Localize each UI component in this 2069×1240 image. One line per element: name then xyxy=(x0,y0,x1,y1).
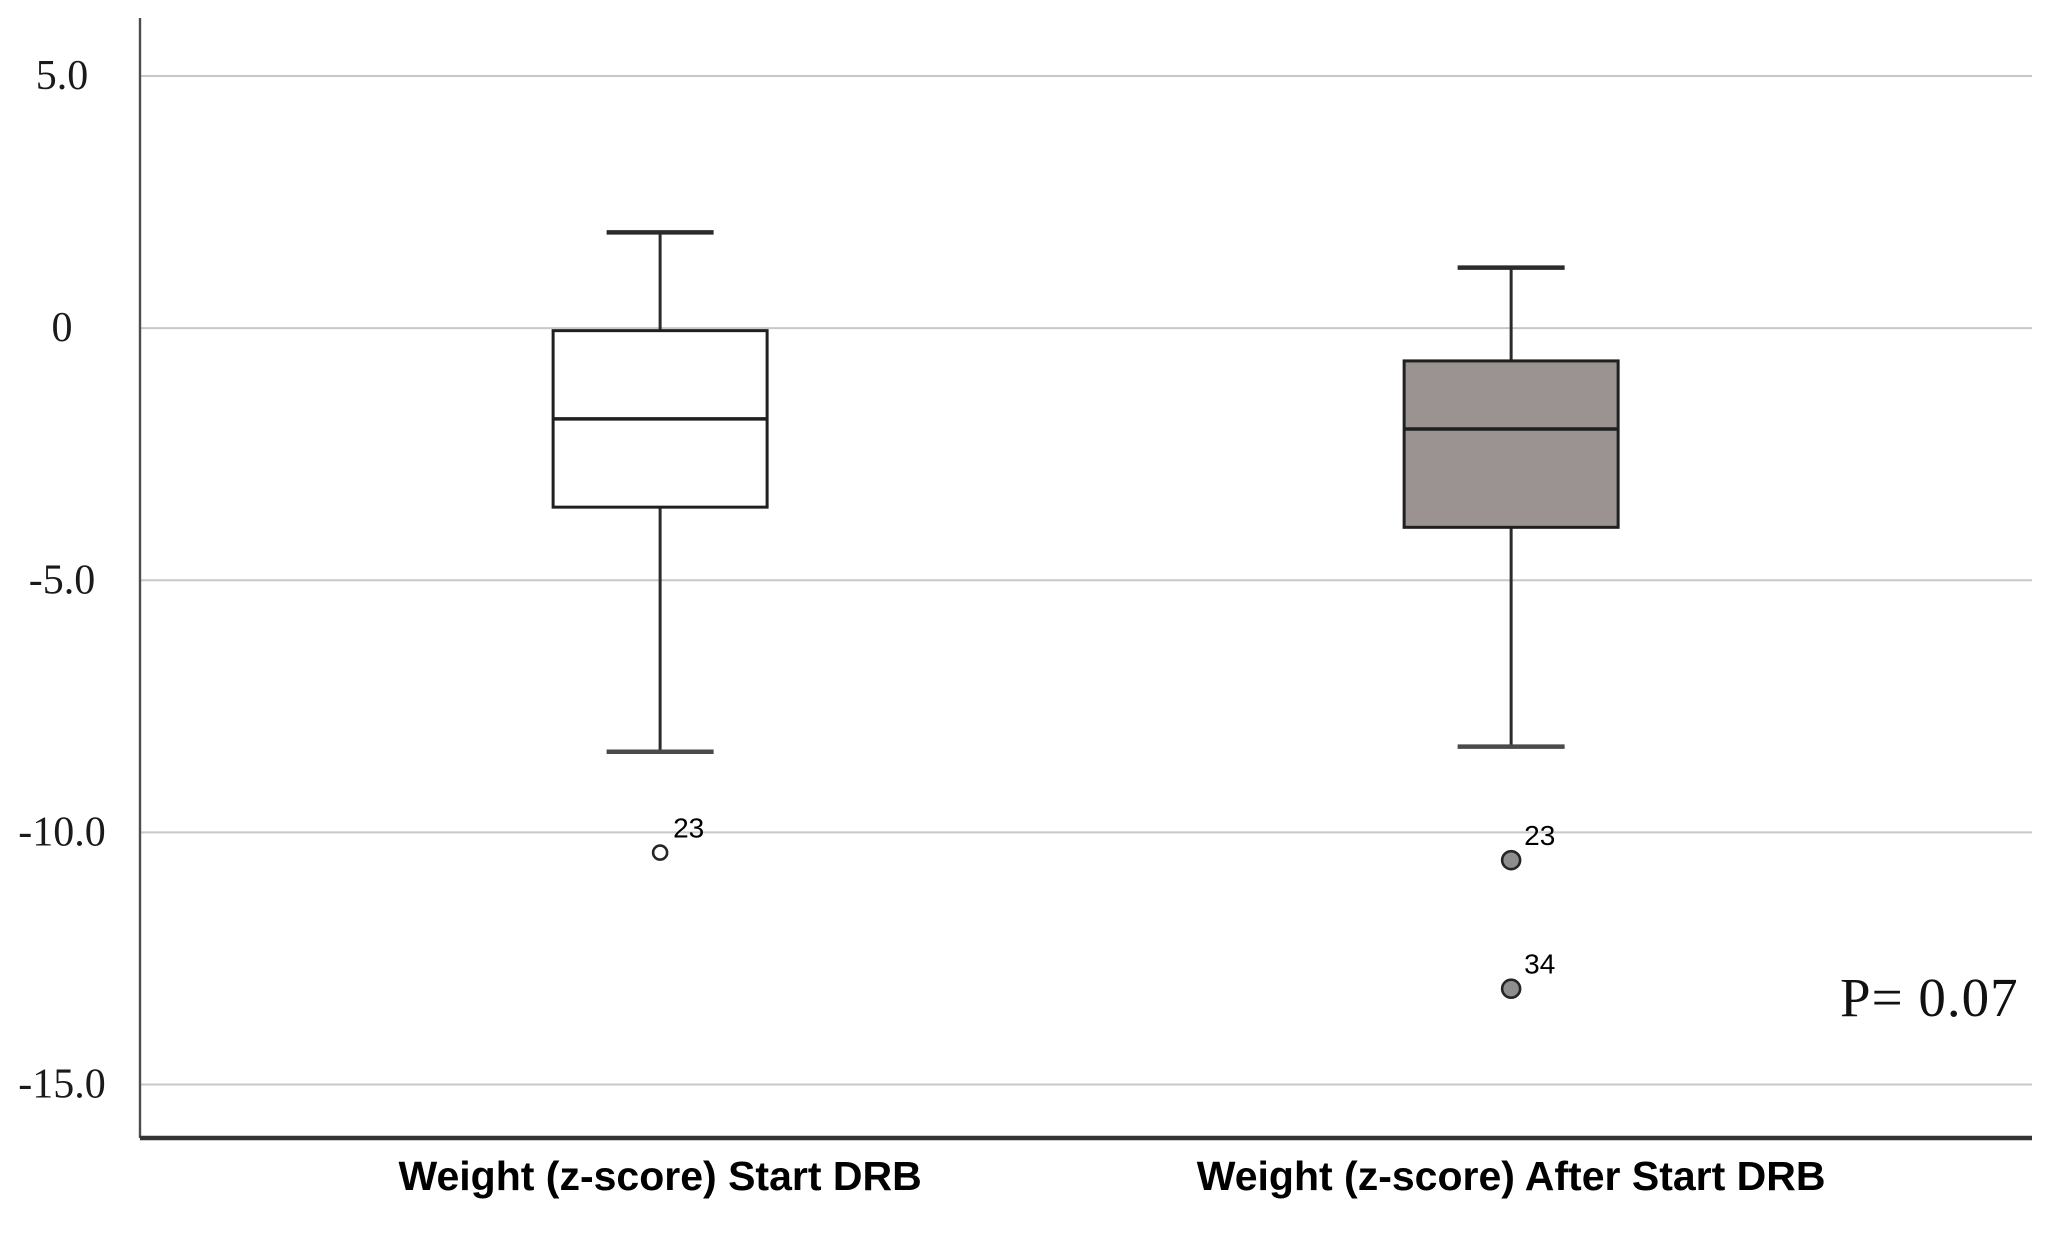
p-value-annotation: P= 0.07 xyxy=(1840,967,2019,1028)
y-tick-label: 5.0 xyxy=(36,53,89,99)
outlier-case-label: 23 xyxy=(673,813,704,844)
y-tick-label: -15.0 xyxy=(18,1062,106,1108)
x-category-label-after-start-drb: Weight (z-score) After Start DRB xyxy=(1196,1153,1826,1199)
outlier-point xyxy=(1500,978,1522,1000)
y-tick-label: -10.0 xyxy=(18,809,106,855)
y-tick-label: 0 xyxy=(52,305,73,351)
outlier-case-label: 34 xyxy=(1524,949,1555,980)
y-tick-label: -5.0 xyxy=(29,557,96,603)
outlier-case-label: 23 xyxy=(1524,820,1555,851)
outlier-point xyxy=(1500,849,1522,871)
x-category-label-start-drb: Weight (z-score) Start DRB xyxy=(398,1153,922,1199)
boxplot-box xyxy=(1402,359,1620,529)
outlier-point xyxy=(651,844,669,861)
